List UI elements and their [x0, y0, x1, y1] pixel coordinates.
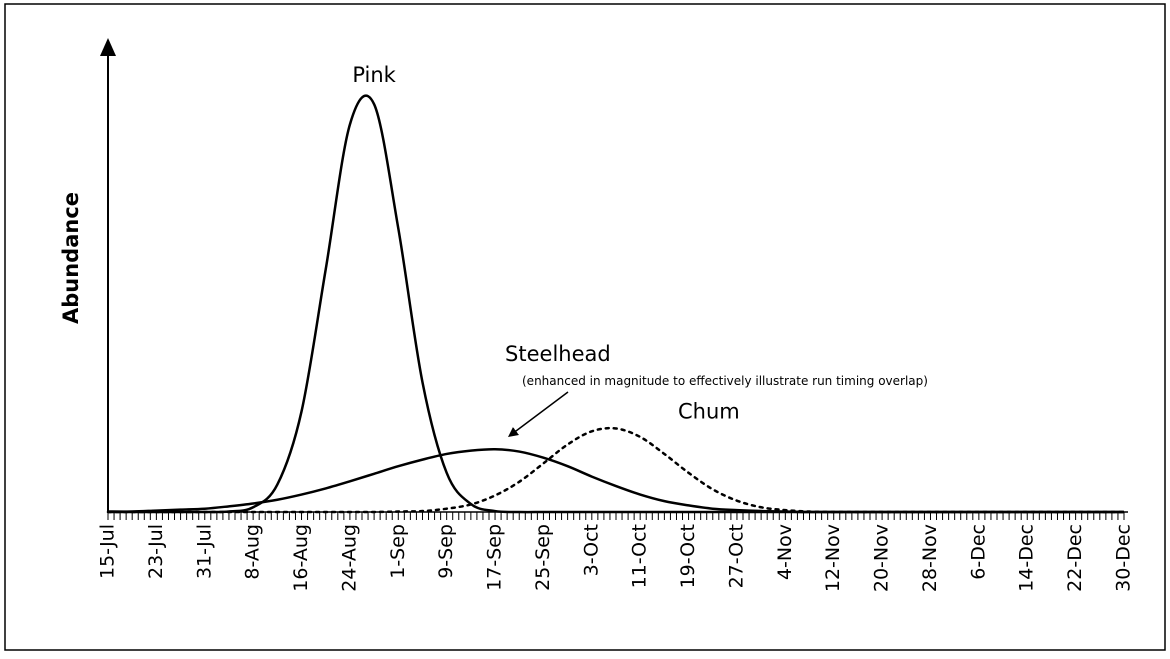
- plot-area: [106, 94, 1126, 514]
- x-tick-label: 23-Jul: [145, 524, 167, 579]
- x-tick-label: 20-Nov: [871, 524, 893, 592]
- x-tick-label: 30-Dec: [1113, 524, 1135, 592]
- x-tick-label: 25-Sep: [532, 524, 554, 591]
- x-tick-label: 1-Sep: [387, 524, 409, 579]
- x-tick-label: 31-Jul: [193, 524, 215, 579]
- annotation-arrow: [508, 391, 569, 437]
- x-tick-label: 28-Nov: [919, 524, 941, 592]
- x-tick-label: 6-Dec: [967, 524, 989, 580]
- x-tick-label: 8-Aug: [242, 524, 264, 580]
- x-minor-ticks: [107, 512, 1125, 520]
- x-tick-label: 19-Oct: [677, 524, 699, 588]
- x-tick-label: 4-Nov: [774, 524, 796, 580]
- series-line: [107, 94, 1124, 514]
- x-tick-label: 16-Aug: [290, 524, 312, 592]
- series-line: [106, 426, 1126, 514]
- x-tick-label: 22-Dec: [1064, 524, 1086, 592]
- frame: [4, 3, 1166, 651]
- x-minor-ticks: [107, 512, 1125, 520]
- x-tick-label: 12-Nov: [822, 524, 844, 592]
- x-tick-label: 27-Oct: [725, 524, 747, 588]
- series-label: Steelhead: [505, 342, 611, 366]
- y-axis-arrow: [100, 38, 116, 56]
- x-tick-label: 15-Jul: [97, 524, 119, 579]
- x-tick-label: 9-Sep: [435, 524, 457, 579]
- x-tick-label: 24-Aug: [338, 524, 360, 592]
- series-label: Pink: [352, 63, 396, 87]
- y-axis-label: Abundance: [59, 192, 83, 324]
- x-tick-label: 17-Sep: [484, 524, 506, 591]
- annotation: (enhanced in magnitude to effectively il…: [522, 374, 928, 388]
- series-line: [107, 447, 1124, 514]
- x-tick-label: 3-Oct: [580, 524, 602, 576]
- x-tick-label: 14-Dec: [1016, 524, 1038, 592]
- series-label: Chum: [678, 399, 740, 423]
- x-tick-label: 11-Oct: [629, 524, 651, 588]
